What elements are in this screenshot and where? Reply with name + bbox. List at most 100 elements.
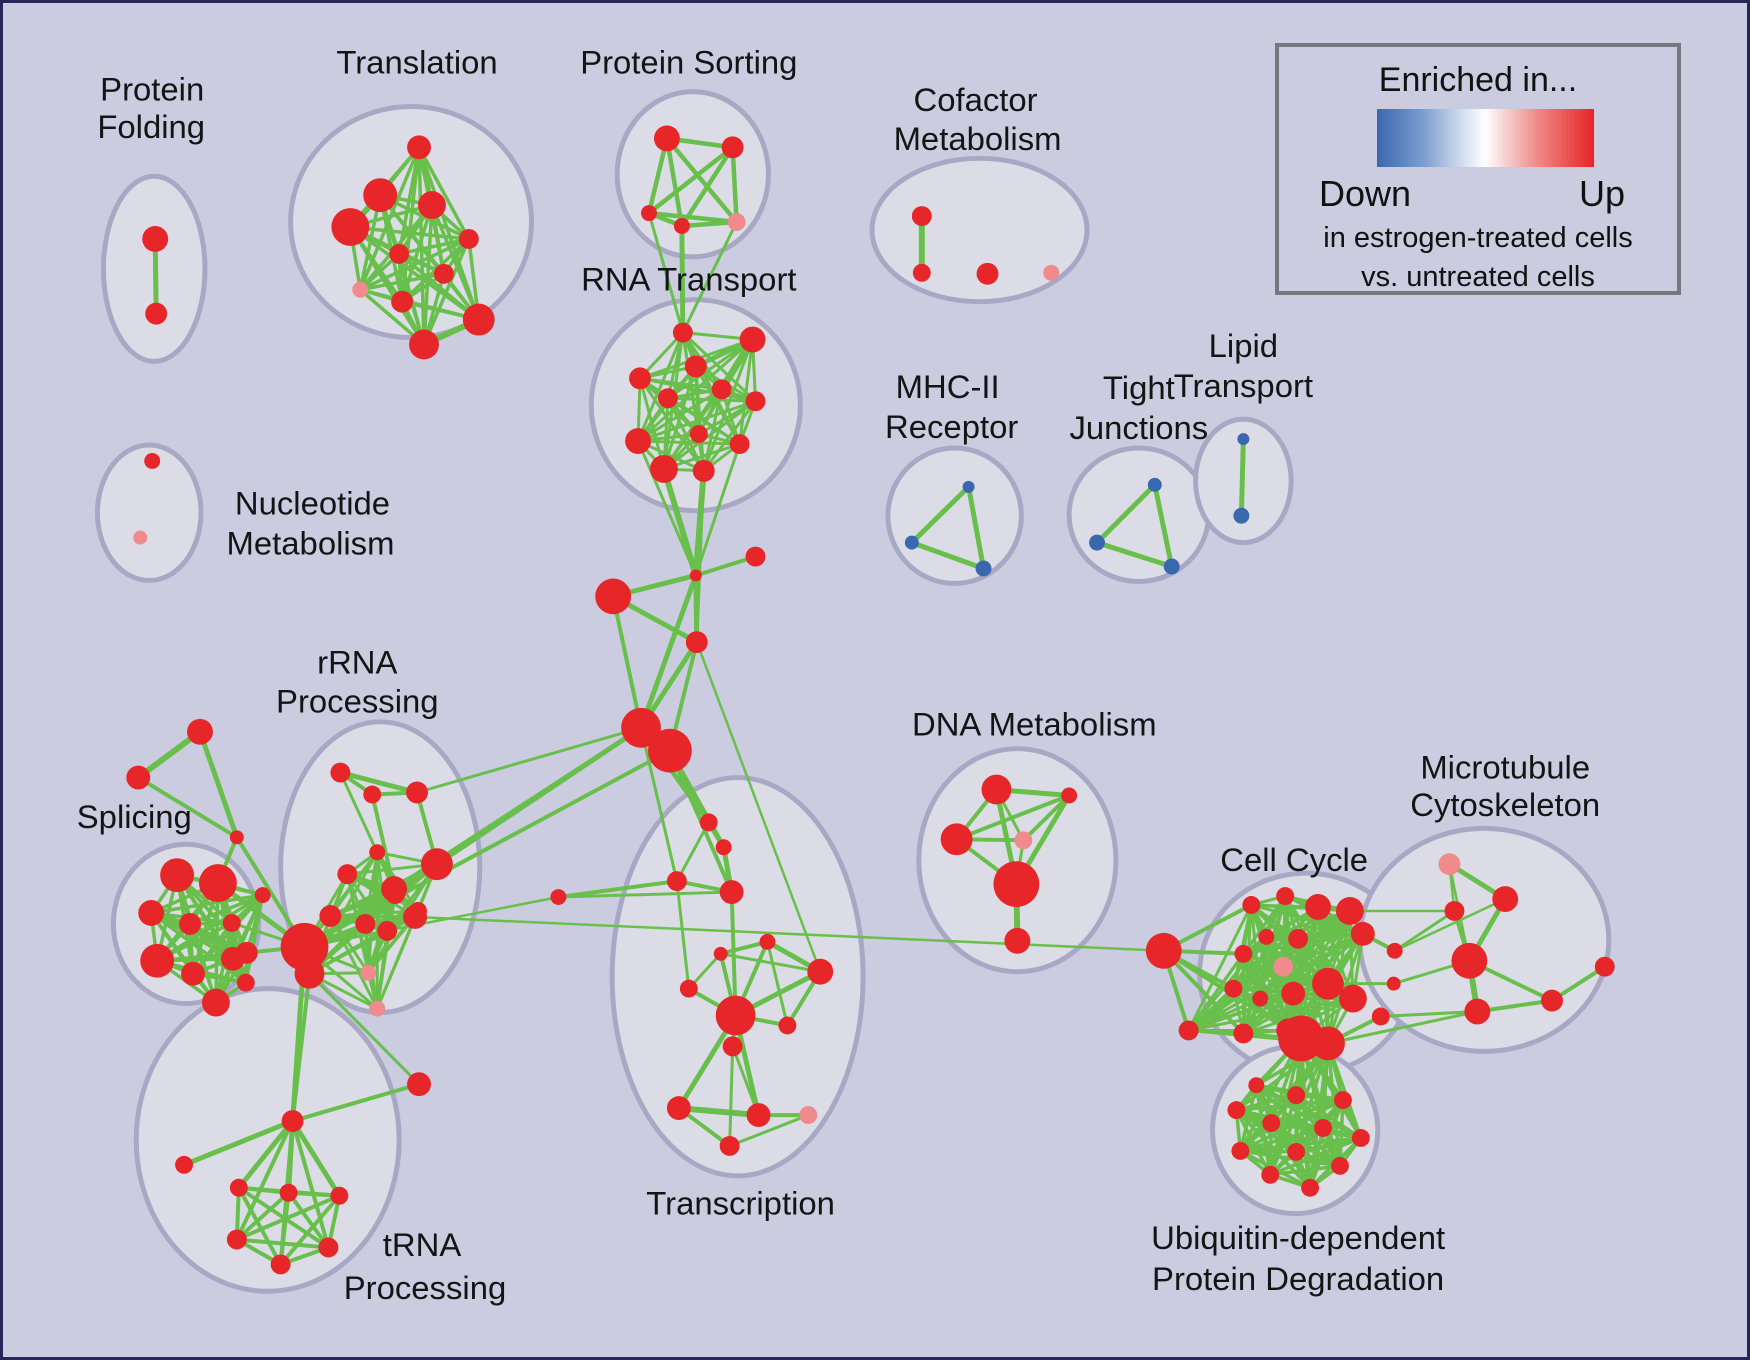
node-mh2[interactable]: [904, 535, 919, 550]
node-hub1[interactable]: [621, 707, 661, 748]
node-nc2[interactable]: [133, 530, 148, 545]
node-sp4[interactable]: [179, 912, 201, 935]
node-c6[interactable]: [1258, 928, 1275, 945]
node-pf2[interactable]: [145, 302, 168, 325]
node-tc12[interactable]: [722, 1036, 743, 1057]
node-tr5[interactable]: [458, 228, 479, 249]
node-tn3[interactable]: [279, 1183, 298, 1202]
node-c5[interactable]: [1350, 921, 1375, 946]
node-rt5[interactable]: [657, 388, 678, 409]
node-tn1[interactable]: [175, 1155, 194, 1174]
node-c1[interactable]: [1242, 896, 1261, 914]
node-hubB[interactable]: [1311, 1026, 1345, 1061]
node-tn4[interactable]: [330, 1186, 349, 1205]
node-c12[interactable]: [1281, 981, 1306, 1006]
node-rr10[interactable]: [355, 913, 376, 934]
node-ft2[interactable]: [126, 765, 151, 790]
node-tc4[interactable]: [719, 880, 744, 905]
node-ps4[interactable]: [673, 218, 690, 234]
node-tr6[interactable]: [389, 243, 410, 264]
node-c11[interactable]: [1252, 990, 1269, 1007]
node-c4[interactable]: [1335, 897, 1364, 925]
node-tc16[interactable]: [719, 1135, 740, 1156]
node-mt1[interactable]: [1492, 886, 1519, 912]
node-tc15[interactable]: [799, 1106, 818, 1125]
node-cn2[interactable]: [1386, 976, 1401, 991]
node-rt1[interactable]: [672, 322, 693, 343]
node-cn3[interactable]: [1371, 1007, 1390, 1026]
node-mid[interactable]: [685, 631, 708, 654]
node-sp1[interactable]: [160, 858, 195, 893]
node-rr13[interactable]: [385, 884, 406, 905]
node-mtp[interactable]: [1438, 853, 1461, 876]
node-tc7[interactable]: [759, 933, 776, 950]
node-dm3[interactable]: [940, 823, 973, 856]
node-c13[interactable]: [1312, 967, 1344, 1000]
node-c16[interactable]: [1233, 1023, 1254, 1044]
node-mt6[interactable]: [1594, 956, 1615, 977]
node-ub6[interactable]: [1314, 1119, 1332, 1137]
node-rr6[interactable]: [337, 864, 358, 885]
node-ps1[interactable]: [653, 125, 680, 152]
node-cn1[interactable]: [1386, 942, 1403, 959]
node-mt3[interactable]: [1451, 942, 1488, 979]
node-ub10[interactable]: [1330, 1156, 1349, 1175]
node-tc11[interactable]: [778, 1016, 797, 1035]
node-dm1[interactable]: [981, 774, 1012, 805]
node-cf2[interactable]: [912, 263, 931, 282]
node-c17[interactable]: [1178, 1020, 1199, 1041]
node-rrp1[interactable]: [360, 964, 377, 981]
node-ps5[interactable]: [727, 213, 746, 231]
node-rr12[interactable]: [409, 902, 427, 920]
node-cf1[interactable]: [911, 206, 932, 227]
node-rt12[interactable]: [692, 459, 715, 482]
node-rt7[interactable]: [745, 391, 766, 412]
node-tr1[interactable]: [407, 135, 431, 160]
node-tn2[interactable]: [229, 1178, 248, 1197]
node-ub4[interactable]: [1227, 1101, 1246, 1120]
node-ccl[interactable]: [1145, 932, 1182, 969]
node-dm2[interactable]: [1061, 787, 1078, 804]
node-tc2[interactable]: [715, 839, 732, 856]
node-tc10[interactable]: [715, 995, 756, 1036]
node-ub9[interactable]: [1287, 1142, 1306, 1161]
node-hub2[interactable]: [648, 728, 692, 773]
node-rr5[interactable]: [421, 848, 453, 881]
node-tr9[interactable]: [391, 290, 414, 313]
node-sp7[interactable]: [140, 943, 175, 978]
node-rt8[interactable]: [689, 425, 708, 444]
node-tc3[interactable]: [666, 871, 687, 892]
node-tc1[interactable]: [699, 813, 718, 832]
node-lp1[interactable]: [1237, 433, 1250, 446]
node-tc8[interactable]: [807, 958, 834, 985]
node-sp5[interactable]: [222, 913, 241, 932]
node-tc13[interactable]: [666, 1096, 691, 1121]
node-ft3[interactable]: [229, 830, 244, 845]
node-c14[interactable]: [1338, 984, 1367, 1013]
node-rt2[interactable]: [739, 326, 766, 353]
node-rt3[interactable]: [684, 355, 707, 378]
node-rr14[interactable]: [407, 1072, 431, 1097]
node-rrhub2[interactable]: [294, 958, 325, 989]
node-ub11[interactable]: [1261, 1165, 1280, 1184]
node-rr1[interactable]: [330, 762, 351, 783]
node-dm6[interactable]: [1004, 927, 1031, 954]
node-tr4[interactable]: [331, 208, 370, 246]
node-tr7[interactable]: [433, 263, 454, 284]
node-rr11[interactable]: [377, 920, 398, 941]
node-cj[interactable]: [689, 569, 702, 582]
node-tn5[interactable]: [226, 1229, 247, 1250]
node-rr9[interactable]: [319, 905, 342, 927]
node-tj3[interactable]: [1163, 558, 1180, 575]
node-sp6[interactable]: [254, 887, 271, 904]
node-dm4[interactable]: [1014, 831, 1033, 850]
node-dm5[interactable]: [993, 861, 1040, 907]
node-lp2[interactable]: [1233, 507, 1250, 524]
node-rrhub1[interactable]: [280, 922, 329, 971]
node-ps2[interactable]: [721, 136, 744, 159]
node-bigl[interactable]: [595, 578, 632, 615]
node-tn6[interactable]: [318, 1237, 339, 1258]
node-nc1[interactable]: [144, 453, 161, 469]
node-mh3[interactable]: [975, 560, 992, 577]
node-c10[interactable]: [1224, 979, 1243, 998]
